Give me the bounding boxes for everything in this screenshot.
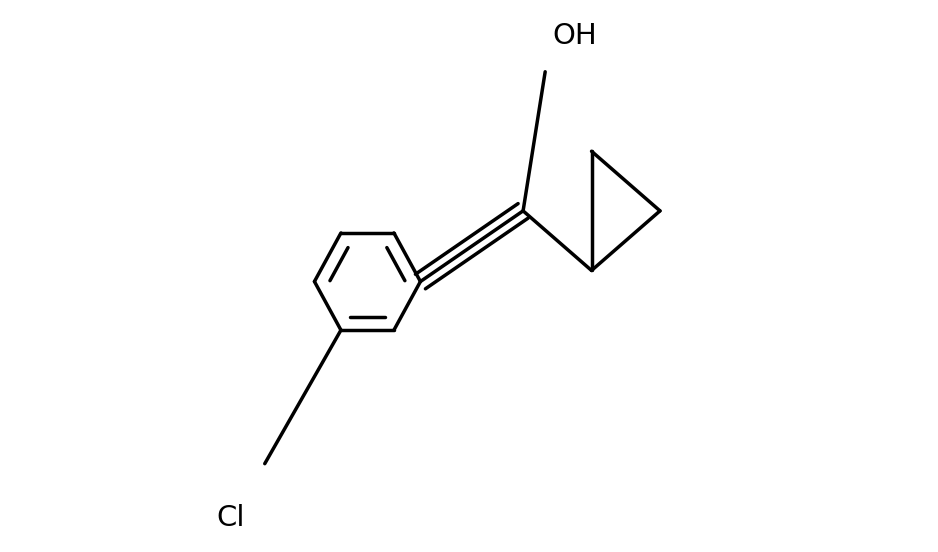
Text: Cl: Cl [217, 504, 245, 532]
Text: OH: OH [552, 22, 598, 50]
